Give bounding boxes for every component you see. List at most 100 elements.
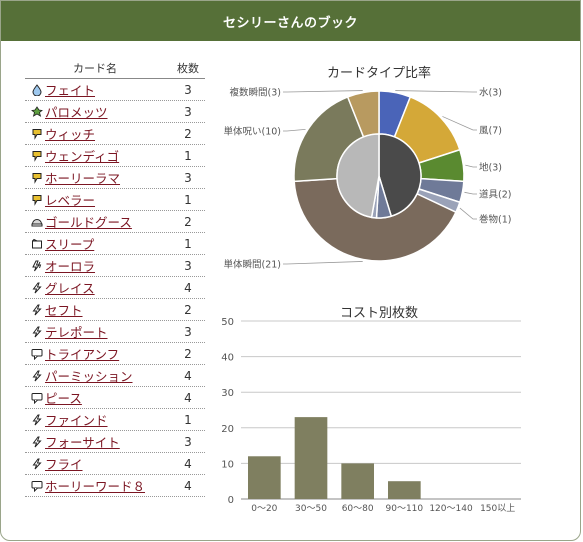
card-name-link[interactable]: フェイト xyxy=(45,83,96,98)
bar-x-tick-label: 30～50 xyxy=(295,504,327,514)
card-row: オーロラ 3 xyxy=(25,255,205,277)
card-row: フライ 4 xyxy=(25,453,205,475)
card-row: ウィッチ 2 xyxy=(25,123,205,145)
pie-slice-label: 単体呪い(10) xyxy=(223,126,281,138)
card-name-link[interactable]: トライアンフ xyxy=(45,347,120,362)
speech-bubble-icon xyxy=(30,391,44,405)
pie-leader-line xyxy=(283,261,363,265)
card-count: 2 xyxy=(184,126,192,141)
pie-leader-line xyxy=(442,116,477,131)
card-row: ホーリーラマ 3 xyxy=(25,167,205,189)
flag-icon xyxy=(30,171,44,185)
card-name-link[interactable]: ファインド xyxy=(45,413,108,428)
pie-leader-line xyxy=(395,90,477,93)
card-count: 3 xyxy=(184,170,192,185)
pie-inner-slice-3 xyxy=(336,133,380,219)
card-name-link[interactable]: グレイス xyxy=(45,281,95,296)
card-row: グレイス 4 xyxy=(25,277,205,299)
pie-slice-label: 巻物(1) xyxy=(479,214,511,226)
card-name-link[interactable]: パーミッション xyxy=(45,369,133,384)
card-name-link[interactable]: ホーリーラマ xyxy=(45,171,121,186)
card-count: 1 xyxy=(184,192,192,207)
bar-x-tick-label: 150以上 xyxy=(480,503,515,514)
lightning-icon xyxy=(30,435,44,449)
pie-slice-label: 風(7) xyxy=(479,126,502,137)
card-name-link[interactable]: ピース xyxy=(45,391,82,406)
bar-x-tick-label: 0～20 xyxy=(251,504,277,514)
bar-y-tick-label: 50 xyxy=(221,317,234,328)
column-header-card-name: カード名 xyxy=(73,62,117,75)
flag-icon xyxy=(30,149,44,163)
card-count: 2 xyxy=(184,302,192,317)
card-name-link[interactable]: パロメッツ xyxy=(45,105,108,120)
double-lightning-icon xyxy=(30,259,44,273)
card-row: トライアンフ 2 xyxy=(25,343,205,365)
card-row: ピース 4 xyxy=(25,387,205,409)
card-name-link[interactable]: ホーリーワード８ xyxy=(45,479,146,494)
bar-2 xyxy=(341,463,374,499)
bar-chart-title: コスト別枚数 xyxy=(340,306,418,321)
pie-leader-line xyxy=(459,207,477,220)
card-count: 4 xyxy=(184,478,192,493)
card-row: フェイト 3 xyxy=(25,79,205,101)
bar-3 xyxy=(388,481,421,499)
lightning-icon xyxy=(30,281,44,295)
card-name-link[interactable]: レベラー xyxy=(45,193,96,208)
card-count: 1 xyxy=(184,236,192,251)
lightning-icon xyxy=(30,369,44,383)
card-list-header: カード名 枚数 xyxy=(25,58,205,79)
scroll-icon xyxy=(30,237,44,251)
card-count: 2 xyxy=(184,346,192,361)
bar-y-tick-label: 0 xyxy=(228,495,234,506)
pie-leader-line xyxy=(283,90,363,93)
bar-y-tick-label: 20 xyxy=(221,424,234,435)
card-row: ゴールドグース 2 xyxy=(25,211,205,233)
card-count: 3 xyxy=(184,104,192,119)
card-name-link[interactable]: スリープ xyxy=(45,237,95,252)
card-list-table: カード名 枚数 フェイト 3 パロメッツ 3 ウィッチ 2 ウェンディゴ 1 ホーリーラマ 3 レベ… xyxy=(25,58,205,497)
cost-bar-chart: コスト別枚数 0 10 20 30 40 50 0～20 30～50 60～80 90～110 1… xyxy=(221,306,521,514)
card-count: 1 xyxy=(184,148,192,163)
speech-bubble-icon xyxy=(30,479,44,493)
card-name-link[interactable]: フォーサイト xyxy=(45,435,120,450)
card-row: セフト 2 xyxy=(25,299,205,321)
card-name-link[interactable]: ゴールドグース xyxy=(45,215,132,230)
pie-slice-label: 複数瞬間(3) xyxy=(230,87,281,99)
card-type-pie-chart: カードタイプ比率 水(3) 風(7) 地(3) 道具(2) 巻物(1) 単体瞬間(21) 単… xyxy=(223,65,511,271)
speech-bubble-icon xyxy=(30,347,44,361)
lightning-icon xyxy=(30,303,44,317)
card-count: 2 xyxy=(184,214,192,229)
card-row: パロメッツ 3 xyxy=(25,101,205,123)
flag-icon xyxy=(30,193,44,207)
card-name-link[interactable]: ウィッチ xyxy=(45,127,96,142)
card-name-link[interactable]: オーロラ xyxy=(45,259,96,274)
card-row: フォーサイト 3 xyxy=(25,431,205,453)
clover-icon xyxy=(30,105,44,119)
card-name-link[interactable]: セフト xyxy=(45,303,83,318)
bar-x-tick-label: 90～110 xyxy=(386,504,424,514)
flag-icon xyxy=(30,127,44,141)
pie-slice-label: 地(3) xyxy=(479,162,502,174)
card-count: 4 xyxy=(184,456,192,471)
card-row: テレポート 3 xyxy=(25,321,205,343)
pie-inner-slice-0 xyxy=(378,133,422,218)
bar-x-tick-label: 60～80 xyxy=(342,504,374,514)
pie-leader-line xyxy=(464,191,477,195)
bar-0 xyxy=(248,456,281,499)
bar-1 xyxy=(294,417,328,499)
bar-x-tick-label: 120～140 xyxy=(429,504,473,514)
pie-slice-label: 水(3) xyxy=(479,87,502,99)
pie-slice-label: 道具(2) xyxy=(479,189,511,201)
card-row: ホーリーワード８ 4 xyxy=(25,475,205,497)
card-name-link[interactable]: フライ xyxy=(45,457,83,472)
card-row: ファインド 1 xyxy=(25,409,205,431)
card-name-link[interactable]: テレポート xyxy=(45,325,108,340)
card-count: 4 xyxy=(184,368,192,383)
card-count: 4 xyxy=(184,280,192,295)
card-name-link[interactable]: ウェンディゴ xyxy=(45,149,120,164)
card-count: 4 xyxy=(184,390,192,405)
pie-leader-line xyxy=(283,128,306,132)
pie-chart-title: カードタイプ比率 xyxy=(327,65,431,81)
lightning-icon xyxy=(30,457,44,471)
